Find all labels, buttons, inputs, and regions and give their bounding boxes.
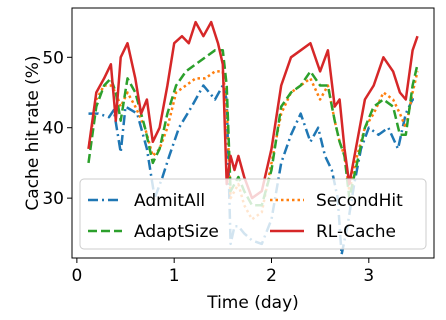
legend-label-admitall: AdmitAll (134, 191, 205, 211)
legend: AdmitAll AdaptSize SecondHit RL-Cache (79, 178, 427, 250)
y-tick-label: 50 (42, 48, 64, 68)
legend-box (79, 178, 427, 250)
x-tick-label: 2 (266, 266, 277, 286)
y-axis-ticks: 30 40 50 (42, 48, 72, 209)
y-axis-label: Cache hit rate (%) (23, 55, 43, 210)
legend-label-rl-cache: RL-Cache (316, 222, 396, 242)
legend-label-secondhit: SecondHit (316, 191, 403, 211)
series-line-rl-cache (87, 20, 419, 200)
x-axis-label: Time (day) (206, 293, 299, 313)
legend-label-adaptsize: AdaptSize (134, 222, 219, 242)
x-axis-ticks: 0 1 2 3 (71, 258, 374, 286)
x-tick-label: 3 (363, 266, 374, 286)
x-tick-label: 0 (71, 266, 82, 286)
x-tick-label: 1 (169, 266, 180, 286)
plot-frame (71, 7, 435, 259)
y-tick-label: 40 (42, 119, 64, 139)
y-tick-label: 30 (42, 189, 64, 209)
